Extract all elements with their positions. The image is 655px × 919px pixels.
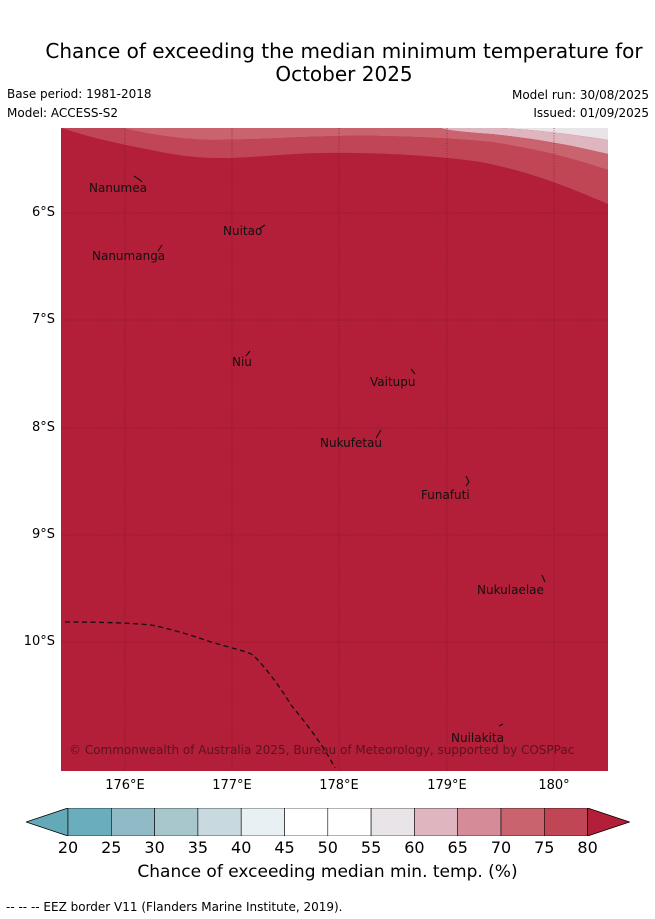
colorbar-cell [457,808,502,836]
model-run: Model run: 30/08/2025 [511,88,649,102]
lon-label: 180° [538,778,570,793]
colorbar-cell [543,808,588,836]
place-label: Nanumanga [92,249,166,263]
island-vaitupu [410,368,416,375]
colorbar-cell [197,808,242,836]
place-label: Nukulaelae [477,583,544,597]
base-period: Base period: 1981-2018 [7,87,152,101]
eez-legend-note: -- -- -- EEZ border V11 (Flanders Marine… [6,900,343,914]
lat-label: 6°S [31,205,55,220]
island-funafuti [465,475,470,487]
band-70 [121,128,608,170]
island-nanumea [133,175,143,183]
colorbar-extend-low [26,808,69,836]
lon-label: 176°E [105,778,145,793]
place-label: Nukufetau [320,436,383,450]
band-75 [61,128,608,204]
place-label: Nanumea [89,181,147,195]
island-nukulaelae [541,574,546,583]
lon-label: 178°E [319,778,359,793]
colorbar-cell [500,808,545,836]
map-shading [61,128,608,771]
colorbar-cell [154,808,199,836]
islands [133,175,546,727]
island-niu [245,350,251,357]
title-line-2: October 2025 [275,62,413,86]
colorbar-cell [240,808,285,836]
colorbar-cell [67,808,112,836]
eez-border [64,621,336,769]
colorbar-tick-label: 50 [317,838,338,857]
band-60 [501,128,608,140]
graticule [61,128,608,771]
lat-label: 8°S [31,420,55,435]
lat-label: 9°S [31,527,55,542]
colorbar-cell [327,808,372,836]
colorbar-tick-label: 65 [447,838,468,857]
lat-label: 10°S [23,634,55,649]
colorbar-tick-label: 40 [231,838,252,857]
model-name: Model: ACCESS-S2 [7,106,119,120]
colorbar-tick-label: 55 [360,838,382,857]
place-label: Funafuti [421,488,470,502]
island-nukufetau [375,429,382,439]
map-title: Chance of exceeding the median minimum t… [0,40,655,86]
colorbar-tick-label: 75 [534,838,555,857]
colorbar-title: Chance of exceeding median min. temp. (%… [137,862,518,882]
place-label: Niu [232,355,252,369]
colorbar-tick-label: 70 [490,838,512,857]
copyright-notice: © Commonwealth of Australia 2025, Bureau… [69,743,575,757]
colorbar-cell [111,808,155,836]
place-label: Nuilakita [451,731,504,745]
colorbar-cell [414,808,458,836]
colorbar [26,808,630,836]
colorbar-extend-high [587,808,630,836]
island-nanumanga [157,244,163,252]
title-line-1: Chance of exceeding the median minimum t… [45,39,643,63]
place-label: Nuitao [223,224,263,238]
island-nuitao [258,224,266,230]
place-label: Vaitupu [370,375,416,389]
colorbar-tick-label: 80 [577,838,598,857]
lon-label: 179°E [427,778,467,793]
colorbar-tick-label: 60 [404,838,425,857]
colorbar-cell [284,808,329,836]
band-65 [441,128,608,154]
colorbar-tick-label: 20 [57,838,79,857]
lat-label: 7°S [31,312,55,327]
lon-label: 177°E [212,778,252,793]
colorbar-cell [370,808,415,836]
colorbar-tick-label: 35 [187,838,209,857]
issued-date: Issued: 01/09/2025 [533,106,649,120]
colorbar-tick-label: 25 [101,838,122,857]
colorbar-tick-label: 45 [274,838,295,857]
map-panel[interactable]: Nanumea Nuitao Nanumanga Niu Vaitupu Nuk… [61,128,608,771]
colorbar-tick-label: 30 [144,838,165,857]
island-nuilakita [498,723,504,727]
